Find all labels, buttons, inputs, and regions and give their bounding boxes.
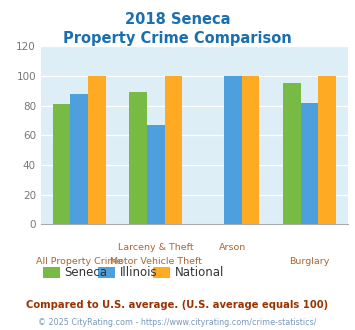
Text: 2018 Seneca: 2018 Seneca [125, 12, 230, 26]
Text: © 2025 CityRating.com - https://www.cityrating.com/crime-statistics/: © 2025 CityRating.com - https://www.city… [38, 318, 317, 327]
Bar [165, 76, 182, 224]
Text: Seneca: Seneca [65, 266, 108, 279]
Bar [53, 104, 70, 224]
Bar [70, 94, 88, 224]
Text: All Property Crime: All Property Crime [36, 257, 122, 266]
Text: Property Crime Comparison: Property Crime Comparison [63, 31, 292, 46]
Text: Larceny & Theft: Larceny & Theft [118, 243, 194, 251]
Bar [130, 92, 147, 224]
Text: Arson: Arson [219, 243, 246, 251]
Bar [301, 103, 318, 224]
Text: Motor Vehicle Theft: Motor Vehicle Theft [110, 257, 202, 266]
Text: Illinois: Illinois [120, 266, 157, 279]
Text: Compared to U.S. average. (U.S. average equals 100): Compared to U.S. average. (U.S. average … [26, 300, 329, 310]
Bar [241, 76, 259, 224]
Text: National: National [175, 266, 224, 279]
Text: Burglary: Burglary [289, 257, 330, 266]
Bar [88, 76, 106, 224]
Bar [318, 76, 336, 224]
Bar [283, 83, 301, 224]
Bar [147, 125, 165, 224]
Bar [224, 76, 241, 224]
